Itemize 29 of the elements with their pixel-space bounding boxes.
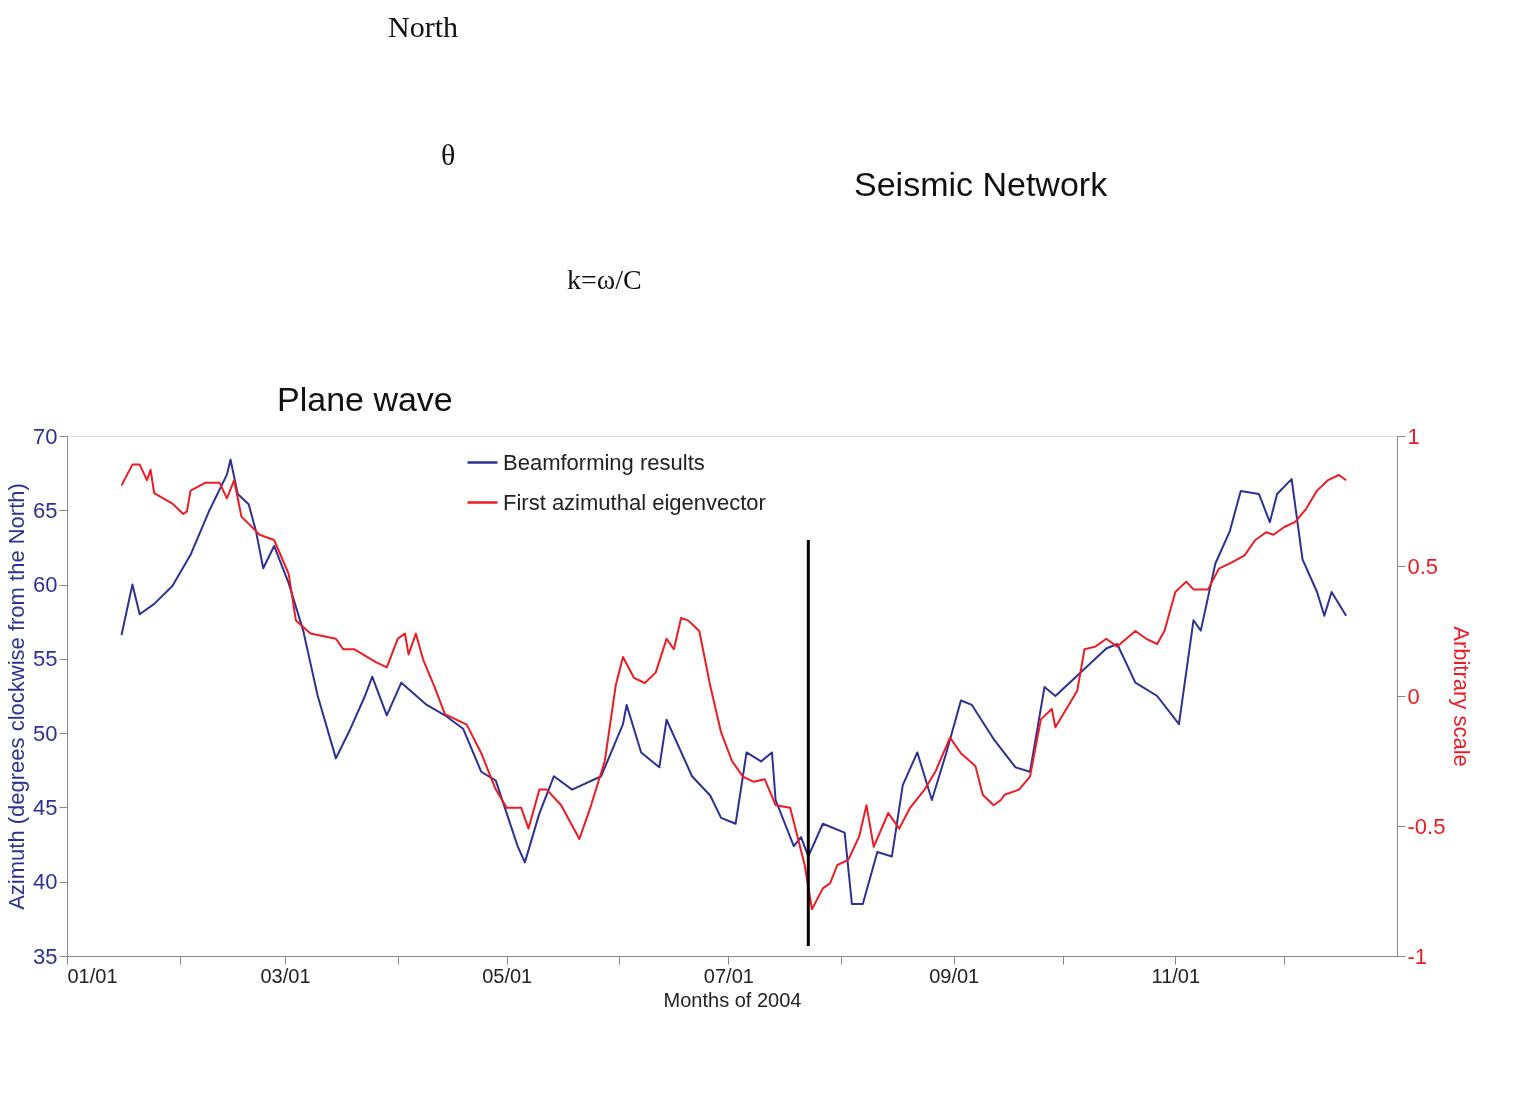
x-tick-label: 01/01 (67, 964, 118, 987)
text: θ (441, 138, 456, 171)
text: Seismic Network (854, 165, 1109, 203)
y2-tick-label: -0.5 (1407, 813, 1446, 839)
y2-tick-label: -1 (1407, 943, 1428, 969)
y-tick-label: 65 (33, 497, 58, 523)
x-tick-label: 11/01 (1151, 964, 1201, 987)
y-tick-label: 60 (33, 572, 58, 598)
legend-label: Beamforming results (503, 449, 705, 475)
y2-tick-label: 0 (1407, 683, 1420, 709)
x-tick-label: 09/01 (929, 964, 980, 987)
x-axis-title: Months of 2004 (663, 988, 802, 1011)
x-tick-label: 05/01 (482, 964, 533, 987)
y-tick-label: 45 (33, 794, 58, 820)
y-tick-label: 40 (33, 869, 58, 895)
y2-axis-title: Arbitrary scale (1449, 626, 1475, 767)
y-tick-label: 35 (33, 943, 58, 969)
text: Plane wave (277, 380, 453, 418)
y-axis-title: Azimuth (degrees clockwise from the North) (4, 483, 30, 910)
y-tick-label: 50 (33, 720, 58, 746)
legend-label: First azimuthal eigenvector (503, 489, 766, 515)
x-tick-label: 03/01 (260, 964, 311, 987)
y-tick-label: 70 (33, 423, 58, 449)
text: North (388, 10, 458, 43)
y-tick-label: 55 (33, 646, 58, 672)
text: k=ω/C (567, 264, 642, 295)
y2-tick-label: 0.5 (1407, 553, 1439, 579)
x-tick-label: 07/01 (703, 964, 754, 987)
y2-tick-label: 1 (1407, 423, 1420, 449)
